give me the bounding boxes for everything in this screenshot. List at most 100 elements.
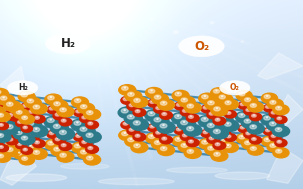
Polygon shape [6,134,33,138]
Polygon shape [138,140,140,144]
Circle shape [205,131,206,132]
Circle shape [174,102,187,110]
Circle shape [241,136,242,137]
Polygon shape [5,113,7,119]
Circle shape [248,145,264,155]
Circle shape [84,154,101,165]
Polygon shape [91,128,93,133]
Polygon shape [274,108,276,111]
Circle shape [50,97,52,98]
Polygon shape [255,128,281,132]
Polygon shape [181,95,207,99]
Circle shape [24,94,25,95]
Polygon shape [218,129,220,132]
Polygon shape [153,131,155,134]
Polygon shape [0,120,1,126]
Circle shape [28,110,33,113]
Polygon shape [181,118,207,122]
Circle shape [4,146,21,156]
Polygon shape [0,139,27,142]
Polygon shape [166,150,193,153]
Polygon shape [230,114,256,117]
Circle shape [215,143,220,146]
Circle shape [158,145,175,156]
Circle shape [145,110,163,121]
Polygon shape [133,131,160,134]
Circle shape [31,111,32,112]
Polygon shape [193,153,219,156]
Polygon shape [2,120,4,124]
Circle shape [267,99,283,109]
Polygon shape [154,92,181,96]
Circle shape [1,146,2,147]
Circle shape [83,128,84,129]
Polygon shape [26,131,28,136]
Circle shape [2,107,7,110]
Circle shape [13,126,14,127]
Circle shape [0,94,15,105]
Circle shape [277,140,281,143]
Circle shape [217,124,218,125]
Circle shape [26,109,39,117]
Circle shape [160,136,172,144]
Circle shape [0,124,3,126]
Polygon shape [52,137,54,141]
Polygon shape [224,111,225,116]
Circle shape [216,90,217,91]
Polygon shape [186,115,188,120]
Circle shape [161,146,167,151]
Circle shape [36,151,37,152]
Circle shape [133,133,146,141]
Polygon shape [65,111,92,115]
Circle shape [209,112,214,115]
Circle shape [121,121,134,129]
Circle shape [0,126,1,129]
Polygon shape [132,100,134,104]
Polygon shape [165,109,167,112]
Circle shape [216,115,233,125]
Circle shape [0,88,8,99]
Polygon shape [225,120,250,123]
Circle shape [154,105,166,113]
Circle shape [152,94,168,104]
Ellipse shape [167,167,227,173]
Circle shape [222,139,223,140]
Polygon shape [12,105,39,109]
Circle shape [74,133,86,141]
Circle shape [213,142,226,149]
Polygon shape [255,140,281,143]
Polygon shape [255,119,256,125]
Polygon shape [218,137,220,143]
Circle shape [276,149,282,153]
Circle shape [275,128,282,132]
Circle shape [80,115,92,123]
Circle shape [267,142,283,152]
Circle shape [278,150,279,151]
Polygon shape [255,107,281,110]
Circle shape [76,110,81,113]
Circle shape [182,134,187,137]
Circle shape [53,124,60,129]
Polygon shape [59,140,86,144]
Circle shape [0,127,5,137]
Circle shape [0,153,10,162]
Circle shape [10,136,22,143]
Circle shape [213,111,220,115]
Circle shape [24,97,41,108]
Circle shape [210,124,211,125]
Circle shape [55,113,60,116]
Circle shape [213,99,225,106]
Circle shape [88,122,93,125]
Polygon shape [255,143,256,147]
Circle shape [245,141,251,145]
Polygon shape [11,119,13,125]
Polygon shape [38,146,40,150]
Polygon shape [132,134,134,138]
Circle shape [250,113,262,121]
Circle shape [56,125,58,126]
Circle shape [15,120,27,127]
Polygon shape [6,122,33,126]
Circle shape [22,129,27,132]
Polygon shape [229,130,231,135]
Polygon shape [0,132,1,135]
